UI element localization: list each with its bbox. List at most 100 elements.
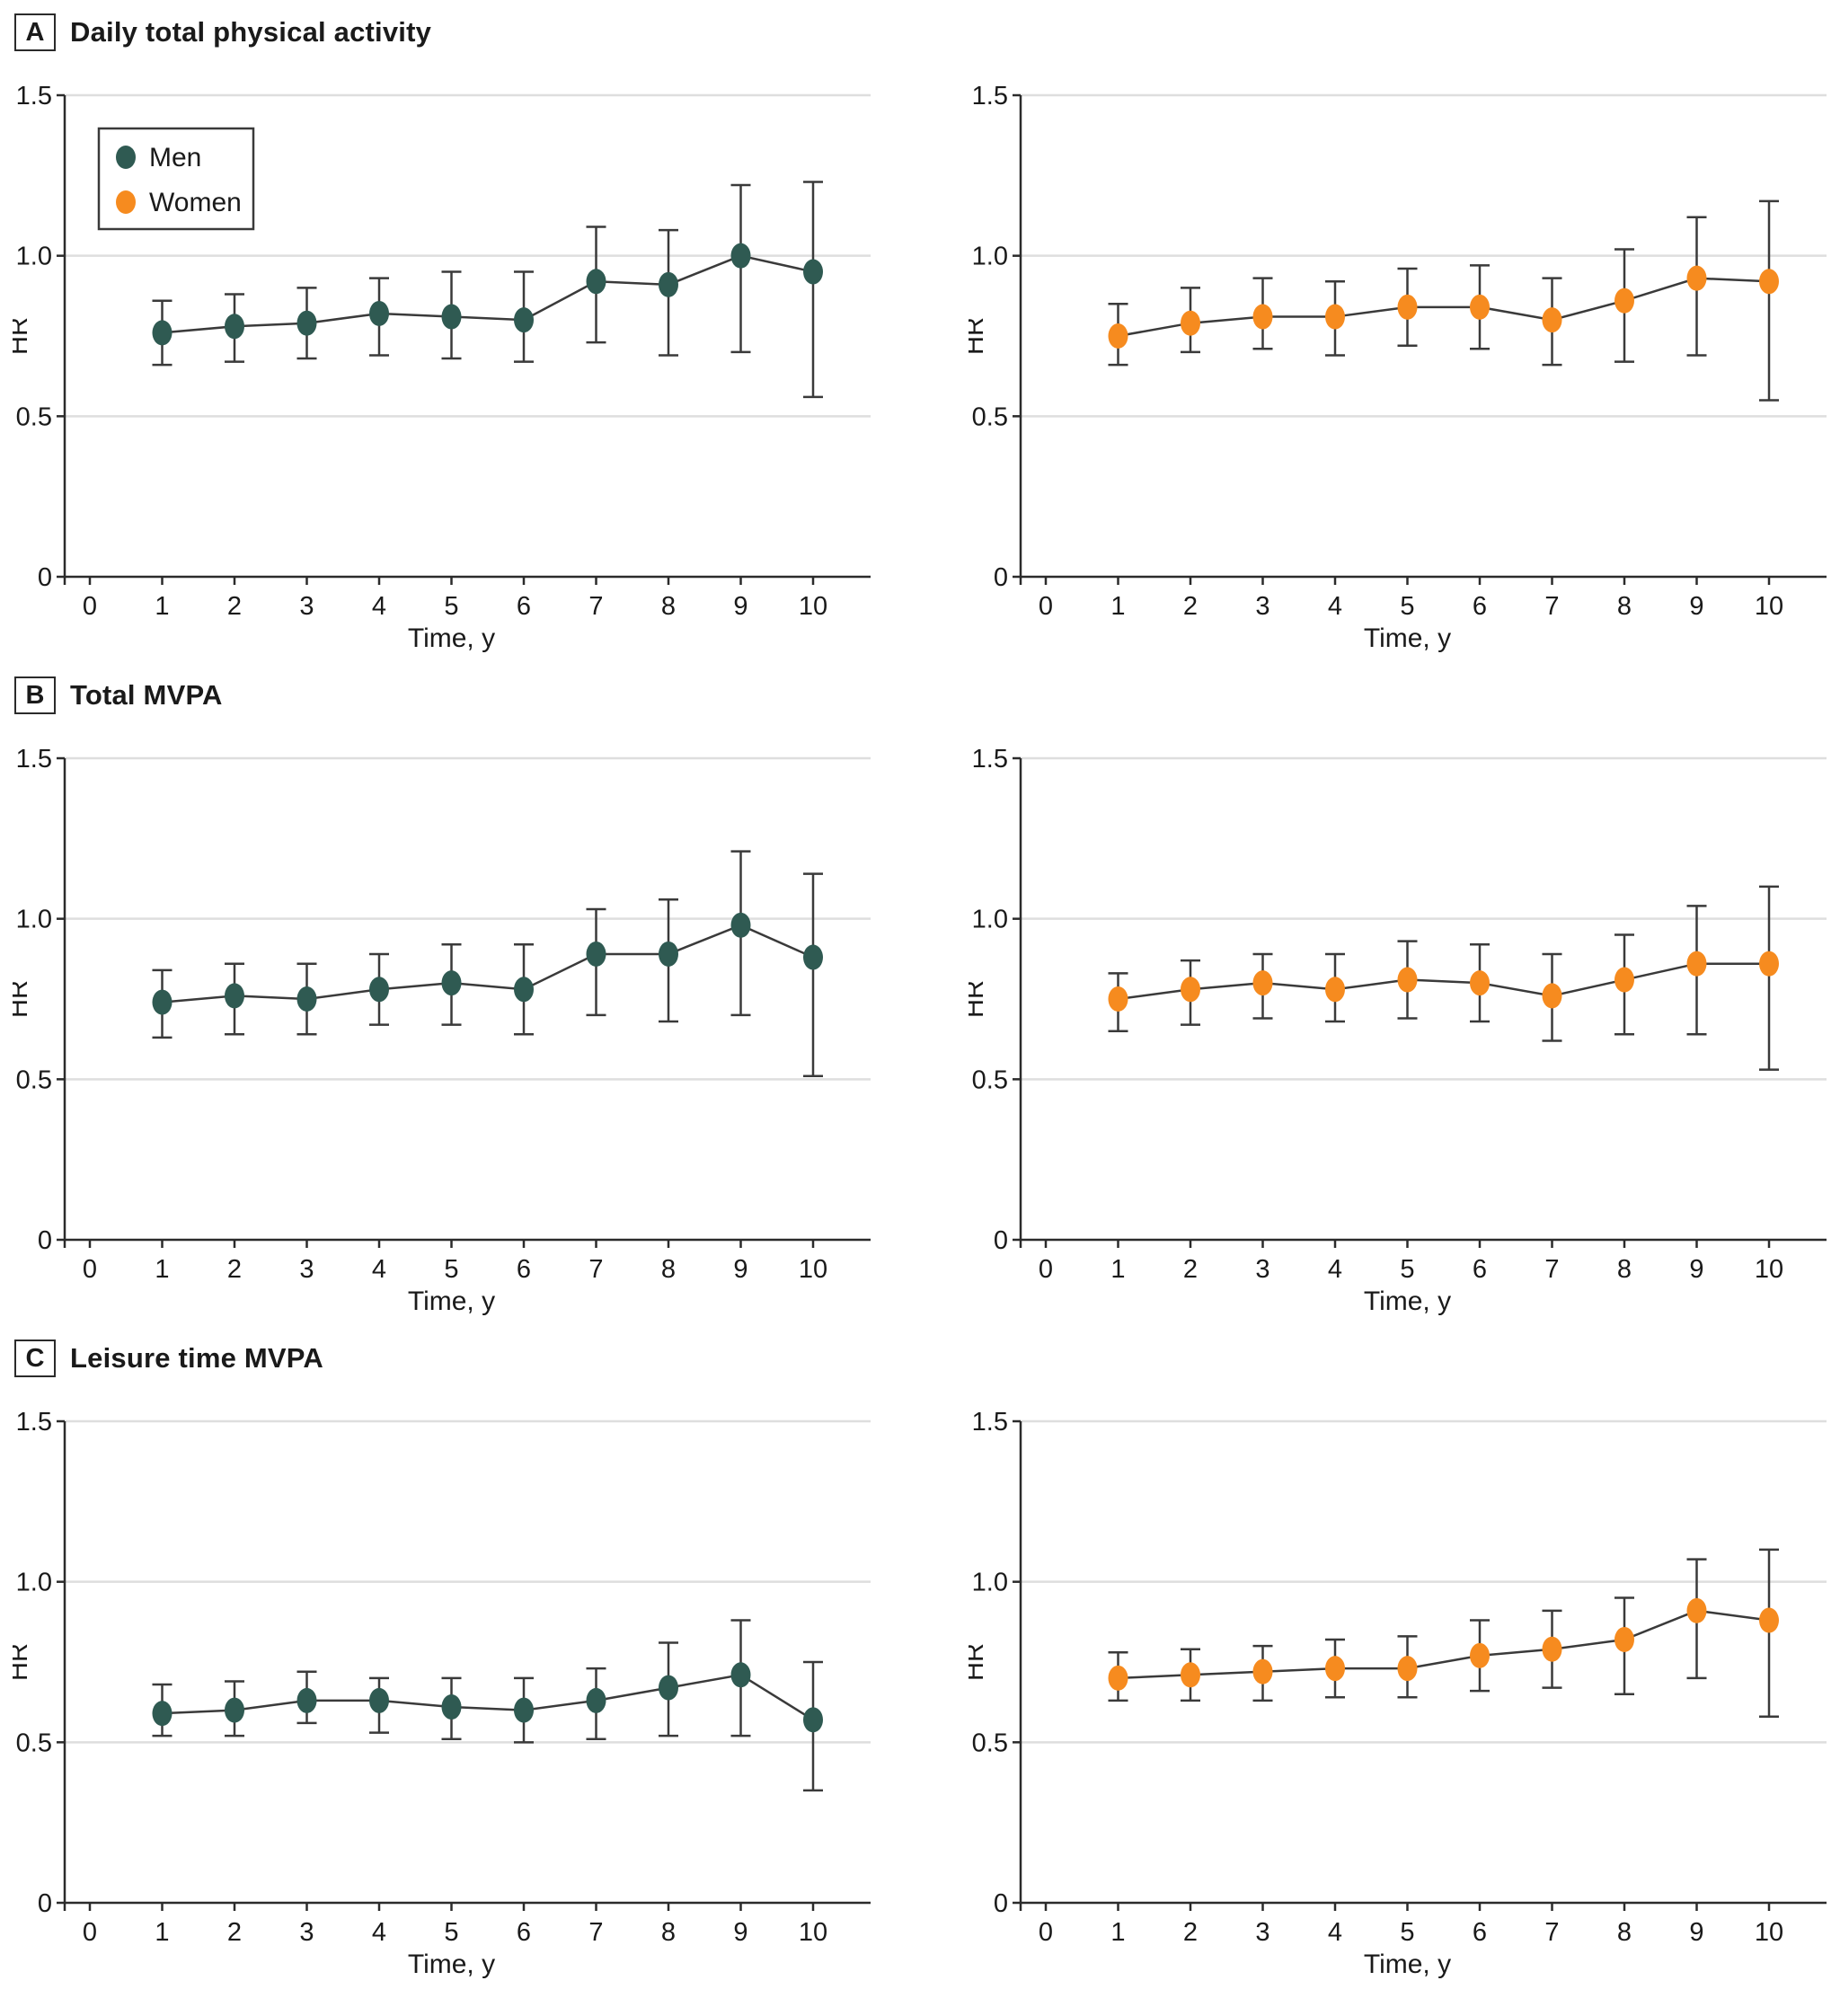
error-bar	[730, 183, 751, 354]
x-tick-label: 4	[372, 1255, 386, 1284]
x-tick-label: 9	[733, 1918, 748, 1947]
y-tick-label: 0	[994, 1889, 1008, 1918]
y-tick-label: 1.5	[972, 1409, 1008, 1437]
y-tick-label: 0.5	[16, 1729, 52, 1757]
x-axis-title: Time, y	[1364, 1950, 1451, 1978]
panel-b-header: B Total MVPA	[14, 676, 1840, 715]
x-tick-label: 10	[799, 1918, 827, 1947]
data-point-marker	[1470, 1642, 1490, 1668]
data-point-marker	[1614, 1626, 1634, 1652]
x-tick-label: 9	[1689, 1918, 1703, 1947]
chart-b-women: 0 0.5 1.0 1.5 0 1 2 3 4 5 6 7 8 9 10 HR Time, y	[969, 746, 1831, 1315]
x-tick-label: 4	[1328, 592, 1342, 621]
x-tick-label: 0	[83, 592, 97, 621]
x-tick-label: 5	[1400, 592, 1414, 621]
y-tick-label: 0.5	[16, 1065, 52, 1094]
x-tick-label: 5	[444, 1255, 458, 1284]
x-tick-label: 4	[372, 1918, 386, 1947]
data-point-marker	[1108, 986, 1128, 1012]
panel-letter-c: C	[14, 1340, 56, 1377]
x-tick-label: 10	[1755, 592, 1783, 621]
data-point-marker	[1252, 1658, 1273, 1684]
y-tick-label: 1.5	[16, 83, 52, 111]
data-point-marker	[1686, 265, 1707, 291]
x-tick-label: 2	[1183, 592, 1198, 621]
x-tick-label: 10	[1755, 1918, 1783, 1947]
x-axis-title: Time, y	[1364, 623, 1451, 652]
x-tick-label: 10	[799, 1255, 827, 1284]
x-tick-label: 0	[1039, 592, 1053, 621]
data-point-marker	[225, 1697, 244, 1723]
data-point-marker	[152, 320, 172, 346]
chart-b-men: 0 0.5 1.0 1.5 0 1 2 3 4 5 6 7 8 9 10 HR Time, y	[13, 746, 875, 1315]
data-point-marker	[1542, 1636, 1562, 1662]
x-tick-label: 8	[1617, 1255, 1632, 1284]
y-tick-label: 0	[38, 1226, 52, 1255]
series-line	[1118, 962, 1769, 1001]
data-point-marker	[1614, 967, 1634, 993]
data-point-marker	[586, 941, 606, 967]
y-tick-label: 1.0	[972, 906, 1008, 934]
data-point-marker	[441, 304, 462, 330]
y-tick-label: 0.5	[972, 402, 1008, 431]
x-tick-label: 0	[1039, 1255, 1053, 1284]
data-point-marker	[1108, 323, 1128, 349]
x-tick-label: 6	[1473, 1918, 1487, 1947]
legend-label-women: Women	[149, 188, 242, 217]
panel-b-charts: 0 0.5 1.0 1.5 0 1 2 3 4 5 6 7 8 9 10 HR Time, y 0 0.5 1.0 1…	[13, 746, 1840, 1315]
data-point-marker	[1325, 304, 1345, 330]
chart-svg-a-women: 0 0.5 1.0 1.5 0 1 2 3 4 5 6 7 8 9 10 HR Time, y	[969, 83, 1827, 652]
data-point-marker	[803, 944, 823, 970]
data-point-marker	[659, 1675, 678, 1701]
y-tick-label: 1.0	[972, 1569, 1008, 1597]
panel-c: C Leisure time MVPA 0 0.5 1.0 1.5 0 1 2 3 4 5 6 7 8 9…	[13, 1339, 1840, 1978]
x-tick-label: 4	[372, 592, 386, 621]
y-axis-title: HR	[13, 1643, 33, 1681]
y-axis-title: HR	[969, 317, 989, 355]
panel-c-header: C Leisure time MVPA	[14, 1339, 1840, 1378]
y-axis-title: HR	[969, 1643, 989, 1681]
y-tick-label: 1.0	[972, 243, 1008, 271]
x-tick-label: 7	[1544, 1918, 1559, 1947]
error-bar	[1759, 1548, 1779, 1718]
error-bar	[1759, 885, 1779, 1071]
x-tick-label: 9	[733, 1255, 748, 1284]
data-point-marker	[369, 1687, 389, 1713]
data-point-marker	[1325, 977, 1345, 1003]
panel-title-a: Daily total physical activity	[70, 16, 432, 48]
data-point-marker	[1759, 269, 1779, 295]
x-tick-label: 6	[517, 1918, 531, 1947]
y-tick-label: 1.0	[16, 906, 52, 934]
error-bar	[803, 181, 823, 399]
chart-c-women: 0 0.5 1.0 1.5 0 1 2 3 4 5 6 7 8 9 10 HR Time, y	[969, 1409, 1831, 1978]
data-point-marker	[1759, 1607, 1779, 1633]
y-tick-label: 0	[38, 1889, 52, 1918]
data-point-marker	[514, 977, 534, 1003]
x-tick-label: 5	[444, 592, 458, 621]
data-point-marker	[1397, 294, 1418, 320]
data-point-marker	[296, 986, 317, 1012]
error-bar	[803, 872, 823, 1078]
chart-a-men: 0 0.5 1.0 1.5 0 1 2 3 4 5 6 7 8 9 10 Men Women HR Time, y	[13, 83, 875, 652]
y-axis-title: HR	[13, 317, 33, 355]
data-point-marker	[369, 300, 389, 326]
legend: Men Women	[97, 127, 255, 231]
x-tick-label: 9	[733, 592, 748, 621]
data-point-marker	[1542, 983, 1562, 1009]
x-tick-label: 1	[155, 1918, 169, 1947]
x-tick-label: 2	[227, 1918, 242, 1947]
x-tick-label: 8	[1617, 1918, 1632, 1947]
data-point-marker	[1397, 1656, 1418, 1682]
series-line	[1118, 1609, 1770, 1680]
data-point-marker	[803, 1707, 823, 1733]
data-point-marker	[1686, 1597, 1707, 1623]
x-tick-label: 1	[1110, 1918, 1125, 1947]
panel-title-c: Leisure time MVPA	[70, 1342, 323, 1374]
data-point-marker	[514, 307, 534, 333]
y-tick-label: 1.5	[972, 83, 1008, 111]
x-axis-title: Time, y	[1364, 1287, 1451, 1315]
y-tick-label: 0.5	[16, 402, 52, 431]
panel-a-header: A Daily total physical activity	[14, 13, 1840, 52]
data-point-marker	[1181, 977, 1200, 1003]
